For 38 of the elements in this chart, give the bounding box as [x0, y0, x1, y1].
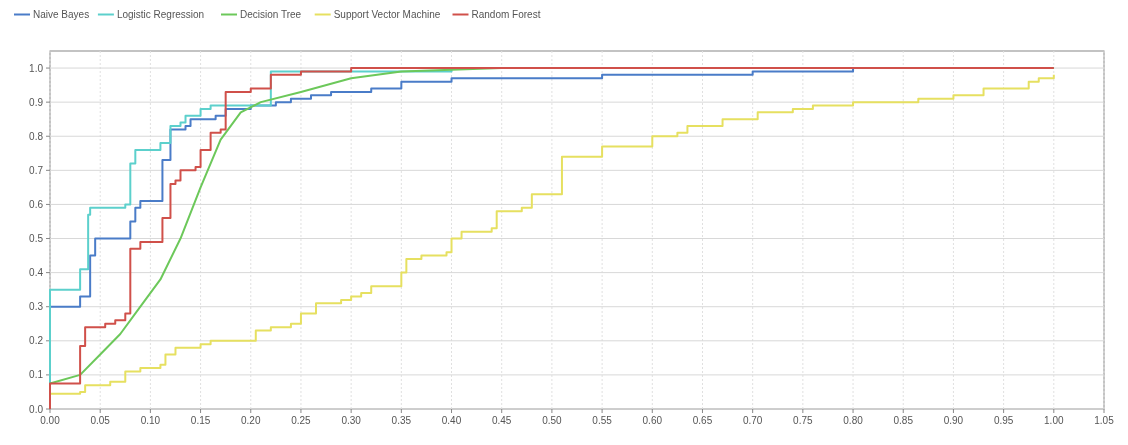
y-tick-label: 0.8 [29, 130, 44, 142]
x-tick-label: 0.10 [140, 415, 161, 426]
x-tick-label: 0.65 [692, 415, 713, 426]
x-tick-label: 0.35 [391, 415, 412, 426]
x-tick-label: 0.70 [742, 415, 763, 426]
x-tick-label: 0.95 [993, 415, 1014, 426]
legend-label: Naive Bayes [33, 9, 90, 20]
y-tick-label: 0.0 [29, 403, 44, 415]
x-tick-label: 0.15 [190, 415, 211, 426]
legend-label: Support Vector Machine [333, 9, 441, 20]
x-tick-label: 0.45 [491, 415, 512, 426]
x-tick-label: 0.85 [893, 415, 914, 426]
x-tick-label: 0.25 [291, 415, 312, 426]
y-tick-label: 0.9 [29, 96, 44, 108]
x-tick-label: 0.05 [90, 415, 111, 426]
legend-label: Logistic Regression [116, 9, 205, 20]
y-tick-label: 0.4 [29, 267, 44, 279]
y-tick-label: 0.5 [29, 233, 44, 245]
x-tick-label: 0.55 [592, 415, 613, 426]
y-tick-label: 0.2 [29, 335, 44, 347]
legend-label: Decision Tree [240, 9, 302, 20]
x-tick-label: 0.75 [793, 415, 814, 426]
x-tick-label: 0.30 [341, 415, 362, 426]
x-tick-label: 1.05 [1094, 415, 1115, 426]
x-tick-label: 0.50 [542, 415, 563, 426]
y-tick-label: 0.3 [29, 301, 44, 313]
x-tick-label: 0.40 [441, 415, 462, 426]
y-tick-label: 0.7 [29, 164, 44, 176]
x-tick-label: 0.00 [40, 415, 61, 426]
y-tick-label: 1.0 [29, 62, 44, 74]
x-tick-label: 0.90 [943, 415, 964, 426]
legend-label: Random Forest [471, 9, 541, 20]
y-tick-label: 0.6 [29, 198, 44, 210]
x-tick-label: 0.20 [241, 415, 261, 426]
y-tick-label: 0.1 [29, 369, 44, 381]
x-tick-label: 0.60 [642, 415, 663, 426]
x-tick-label: 1.00 [1044, 415, 1064, 426]
x-tick-label: 0.80 [843, 415, 864, 426]
